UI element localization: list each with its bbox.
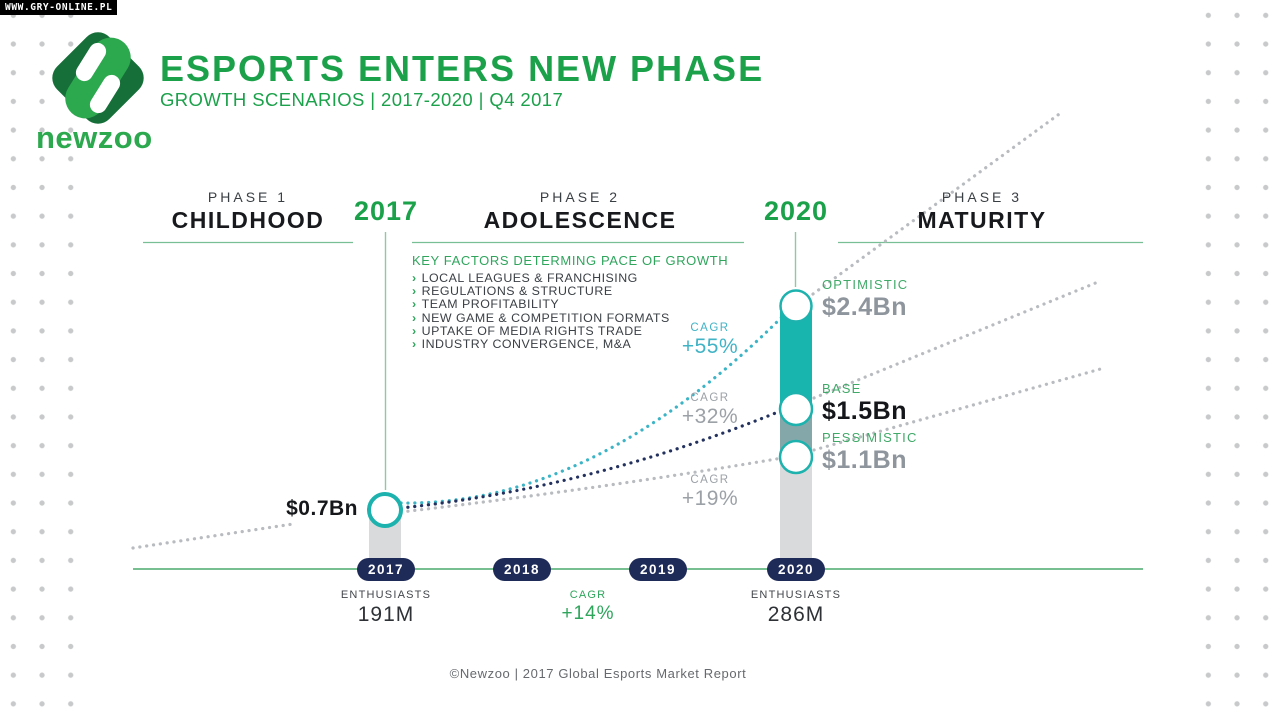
year-2017-heading: 2017 [353, 196, 419, 226]
enthusiasts-cagr-stat: CAGR +14% [561, 589, 615, 624]
chevron-bullet-icon: › [412, 297, 417, 312]
chevron-bullet-icon: › [412, 337, 417, 352]
scenario-pessimistic: PESSIMISTIC $1.1Bn [822, 430, 918, 475]
enthusiasts-2017-stat: ENTHUSIASTS 191M [340, 589, 432, 626]
page-subtitle: GROWTH SCENARIOS | 2017-2020 | Q4 2017 [160, 89, 564, 110]
marker-2017-point [367, 492, 403, 528]
chevron-bullet-icon: › [412, 284, 417, 299]
optimistic-trend-dotted-line [399, 314, 785, 505]
phase-1-label: PHASE 1 [207, 189, 289, 205]
base-extension-dotted-line [812, 280, 1100, 400]
phase-1-name: CHILDHOOD [171, 207, 325, 233]
phase-2-label: PHASE 2 [539, 189, 621, 205]
key-factor-item: › INDUSTRY CONVERGENCE, M&A [412, 337, 632, 352]
cagr-pessimistic-label: CAGR +19% [681, 474, 739, 510]
key-factor-item: › LOCAL LEAGUES & FRANCHISING [412, 271, 638, 285]
key-factor-item: › NEW GAME & COMPETITION FORMATS [412, 310, 670, 325]
cagr-base-label: CAGR +32% [681, 392, 739, 428]
page-title: ESPORTS ENTERS NEW PHASE [160, 48, 765, 89]
year-2020-heading: 2020 [763, 196, 829, 226]
chevron-bullet-icon: › [412, 271, 417, 285]
axis-year-2017-pill: 2017 [357, 558, 415, 581]
marker-2020-pessimistic-point [778, 439, 814, 475]
marker-2020-base-point [778, 391, 814, 427]
phase-3-label: PHASE 3 [941, 189, 1023, 205]
scenario-base-value: $1.5Bn [822, 397, 907, 425]
site-watermark: WWW.GRY-ONLINE.PL [0, 0, 118, 15]
scenario-base: BASE $1.5Bn [822, 381, 907, 426]
start-value-2017: $0.7Bn [286, 497, 358, 520]
key-factors-heading: KEY FACTORS DETERMING PACE OF GROWTH [412, 253, 729, 268]
newzoo-wordmark: newzoo [36, 120, 153, 155]
scenario-optimistic-name: OPTIMISTIC [822, 277, 909, 292]
scenario-optimistic-value: $2.4Bn [822, 293, 907, 321]
key-factor-item: › REGULATIONS & STRUCTURE [412, 284, 613, 299]
key-factor-item: › TEAM PROFITABILITY [412, 297, 560, 312]
pre-2017-trend-dotted-line [131, 522, 295, 550]
pessimistic-extension-dotted-line [812, 366, 1106, 452]
source-footer: ©Newzoo | 2017 Global Esports Market Rep… [449, 666, 747, 681]
scenario-pessimistic-name: PESSIMISTIC [822, 430, 918, 445]
phase-3-name: MATURITY [917, 207, 1047, 233]
phase-2-header: PHASE 2 ADOLESCENCE [460, 189, 700, 234]
phase-1-header: PHASE 1 CHILDHOOD [128, 189, 368, 234]
bar-2020-pessimistic-segment [780, 457, 812, 569]
dot-grid-right [1194, 1, 1280, 713]
chevron-bullet-icon: › [412, 323, 417, 338]
phase-2-name: ADOLESCENCE [483, 207, 677, 233]
scenario-pessimistic-value: $1.1Bn [822, 446, 907, 474]
newzoo-logo-icon [52, 32, 144, 124]
chevron-bullet-icon: › [412, 310, 417, 325]
marker-2020-optimistic-point [779, 289, 813, 323]
base-trend-dotted-line [399, 408, 785, 510]
enthusiasts-2020-stat: ENTHUSIASTS 286M [750, 589, 842, 626]
scenario-optimistic: OPTIMISTIC $2.4Bn [822, 277, 908, 322]
key-factor-item: › UPTAKE OF MEDIA RIGHTS TRADE [412, 323, 643, 338]
cagr-optimistic-label: CAGR +55% [681, 322, 739, 358]
key-factors-panel: KEY FACTORS DETERMING PACE OF GROWTH › LO… [412, 253, 728, 351]
axis-year-2020-pill: 2020 [767, 558, 825, 581]
phase-3-header: PHASE 3 MATURITY [862, 189, 1102, 234]
dot-grid-left [0, 1, 86, 713]
scenario-base-name: BASE [822, 381, 862, 396]
axis-year-2019-pill: 2019 [629, 558, 687, 581]
axis-year-2018-pill: 2018 [493, 558, 551, 581]
